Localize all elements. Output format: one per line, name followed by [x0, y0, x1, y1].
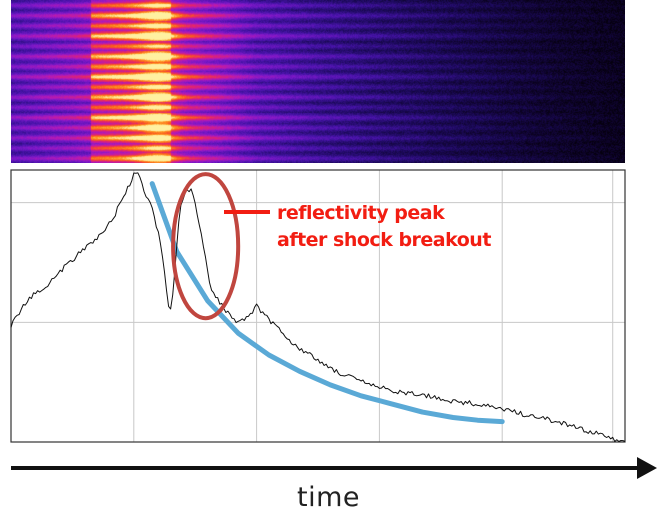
fit-curve — [149, 181, 505, 425]
time-axis-label: time — [296, 482, 360, 513]
time-arrow-head — [637, 457, 657, 479]
spectrogram-heatmap — [11, 0, 625, 163]
reflectivity-curve — [10, 172, 626, 442]
plot-frame — [10, 169, 626, 443]
time-axis-arrow — [11, 457, 657, 479]
annotation-text-line-1: reflectivity peak — [277, 202, 445, 224]
annotation-text-line-2: after shock breakout — [277, 229, 491, 251]
peak-highlight-ellipse — [171, 172, 241, 321]
grid — [11, 170, 625, 442]
